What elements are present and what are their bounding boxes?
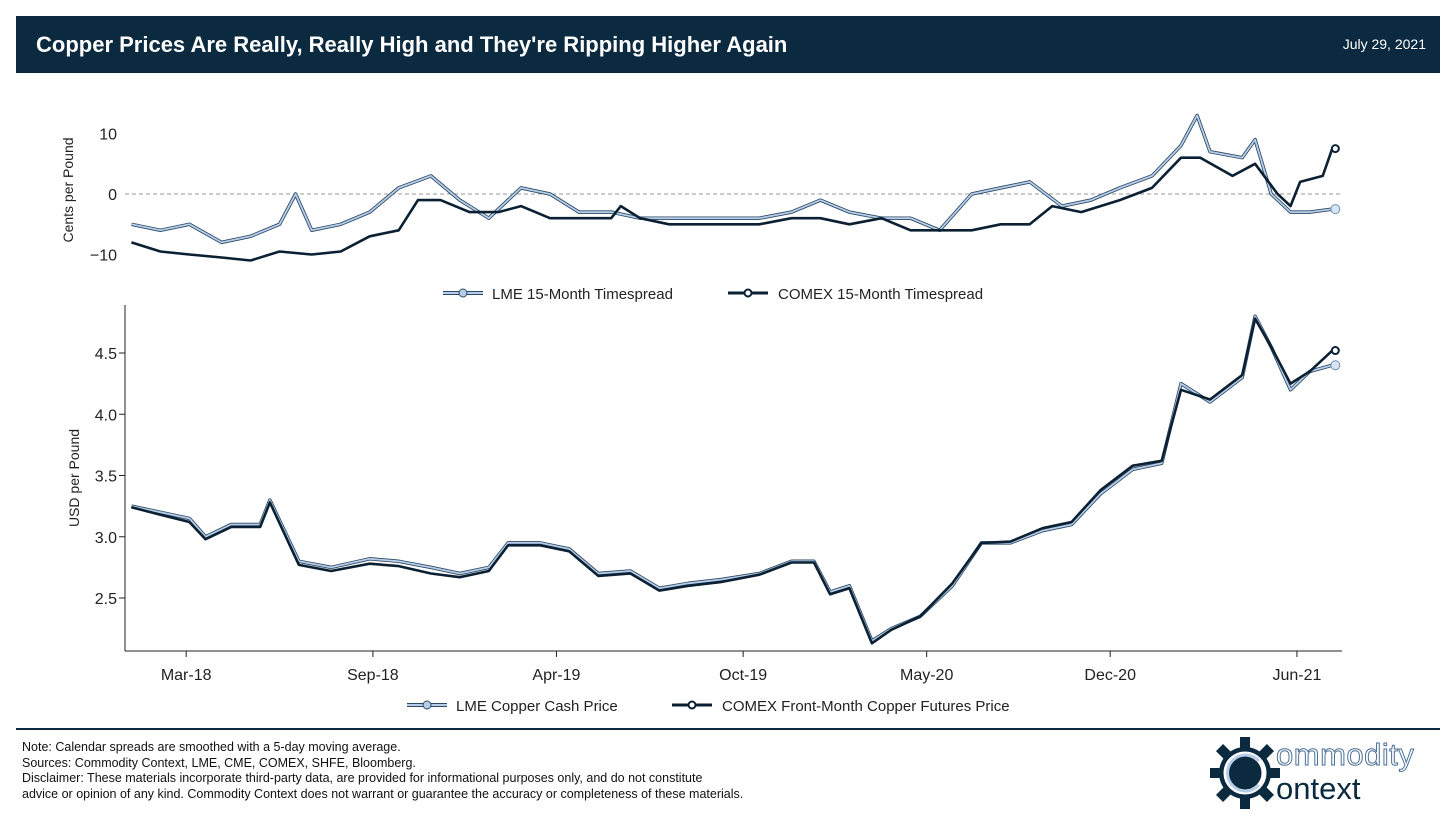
footer-divider [16,728,1440,730]
y-tick-label: 2.5 [95,591,117,608]
note-text: Note: Calendar spreads are smoothed with… [22,740,401,754]
y-tick-label: 3.5 [95,469,117,486]
lme-copper-cash-price-end-marker [1330,360,1341,371]
commodity-context-logo: ommodity ontext [1210,733,1440,813]
legend-comex-front-label: COMEX Front-Month Copper Futures Price [722,698,1010,715]
lme-copper-cash-price-line [131,315,1333,642]
x-tick-label: Sep-18 [347,667,399,684]
bottom-y-axis-label: USD per Pound [66,429,82,527]
y-tick-label: 3.0 [95,530,117,547]
logo-text-commodity: ommodity [1275,737,1415,773]
sources-text: Sources: Commodity Context, LME, CME, CO… [22,755,416,770]
legend-comex-marker-icon [743,288,753,298]
x-tick-label: Mar-18 [161,667,212,684]
x-tick-label: Apr-19 [532,667,580,684]
bottom-legend: LME Copper Cash Price COMEX Front-Month … [407,698,1010,715]
y-tick-label: 0 [108,187,117,204]
logo-text-context: ontext [1276,771,1361,806]
comex-front-month-copper-futures-price-line [131,317,1334,645]
price-chart: USD per Pound 4.5 4.0 3.5 3.0 2.5 Mar-18 Sep-… [66,305,1342,715]
x-tick-label: Jun-21 [1272,667,1321,684]
comex-15-month-timespread-line [131,148,1334,262]
comex-front-month-copper-futures-price-end-marker [1330,346,1340,356]
legend-comex-front-marker-icon [687,700,697,710]
x-tick-label: Dec-20 [1084,667,1136,684]
top-y-axis-label: Cents per Pound [60,137,76,242]
x-tick-label: Oct-19 [719,667,767,684]
legend-lme-marker-icon [458,288,468,298]
lme-15-month-timespread-line [131,114,1333,244]
header-bar: Copper Prices Are Really, Really High an… [16,16,1440,73]
legend-lme-label: LME 15-Month Timespread [492,286,673,303]
x-tick-label: May-20 [900,667,953,684]
y-tick-label: 10 [99,127,117,144]
y-tick-label: −10 [90,248,117,265]
lme-15-month-timespread-end-marker [1330,204,1341,215]
chart-date: July 29, 2021 [1342,36,1426,52]
y-tick-label: 4.0 [95,407,117,424]
gear-icon [1210,737,1280,809]
legend-comex-label: COMEX 15-Month Timespread [778,286,983,303]
footer-notes: Note: Calendar spreads are smoothed with… [22,740,743,802]
lme-copper-cash-price-line-edge [131,314,1333,643]
top-legend: LME 15-Month Timespread COMEX 15-Month T… [443,286,983,303]
disclaimer-line-2: advice or opinion of any kind. Commodity… [22,786,744,801]
chart-title: Copper Prices Are Really, Really High an… [36,32,788,57]
timespread-chart: Cents per Pound 10 0 −10 LME 15-Month Time… [60,113,1342,303]
y-tick-label: 4.5 [95,346,117,363]
legend-lme-cash-marker-icon [422,700,432,710]
comex-15-month-timespread-end-marker [1330,144,1340,154]
disclaimer-line-1: Disclaimer: These materials incorporate … [22,771,703,785]
legend-lme-cash-label: LME Copper Cash Price [456,698,618,715]
